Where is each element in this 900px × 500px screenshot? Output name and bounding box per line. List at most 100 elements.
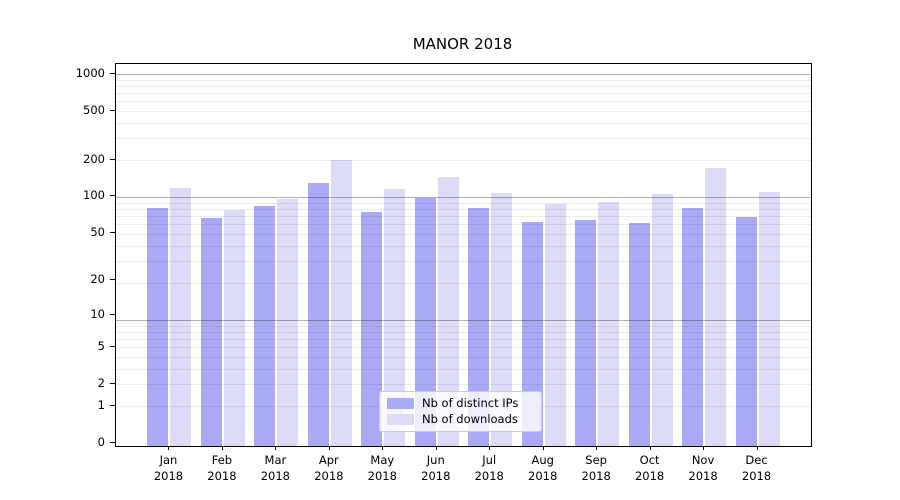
bar-downloads-may	[384, 189, 406, 446]
bar-distinct-ips-feb	[200, 217, 222, 446]
y-tick	[110, 72, 115, 74]
gridline-minor	[116, 245, 811, 247]
bar-distinct-ips-jan	[147, 207, 169, 446]
x-tick	[649, 446, 651, 450]
x-tick	[382, 446, 384, 450]
gridline-minor	[116, 216, 811, 218]
bar-downloads-jan	[170, 187, 192, 446]
y-tick	[110, 346, 115, 348]
y-tick-label: 10	[90, 306, 105, 321]
x-tick	[489, 446, 491, 450]
gridline-minor	[116, 234, 811, 236]
bar-distinct-ips-dec	[735, 216, 757, 446]
bar-distinct-ips-mar	[254, 205, 276, 446]
y-tick	[110, 109, 115, 111]
bar-distinct-ips-jul	[468, 208, 490, 446]
y-tick-label: 1	[97, 397, 105, 412]
x-tick-label-aug: Aug 2018	[528, 453, 558, 483]
gridline-minor	[116, 224, 811, 226]
gridline-minor	[116, 79, 811, 81]
gridline-minor	[116, 261, 811, 263]
y-tick	[110, 313, 115, 315]
y-tick	[110, 158, 115, 160]
y-tick-label: 200	[83, 151, 105, 166]
legend-item-downloads: Nb of downloads	[387, 413, 534, 426]
x-tick	[435, 446, 437, 450]
gridline-minor	[116, 347, 811, 349]
y-tick	[110, 404, 115, 406]
legend: Nb of distinct IPs Nb of downloads	[379, 391, 542, 432]
gridline-major	[116, 74, 811, 75]
gridline-minor	[116, 93, 811, 95]
bar-downloads-jul	[491, 193, 513, 446]
y-tick-label: 0	[97, 435, 105, 449]
y-tick-label: 5	[97, 339, 105, 354]
x-tick	[542, 446, 544, 450]
gridline-major	[116, 320, 811, 321]
y-tick	[110, 195, 115, 197]
x-tick-label-sep: Sep 2018	[581, 453, 611, 483]
bar-distinct-ips-may	[361, 211, 383, 446]
legend-item-distinct-ips: Nb of distinct IPs	[387, 397, 534, 410]
x-tick	[221, 446, 223, 450]
y-tick-label: 1000	[75, 65, 105, 80]
x-tick	[703, 446, 705, 450]
gridline-minor	[116, 331, 811, 333]
x-tick	[328, 446, 330, 450]
x-tick-label-may: May 2018	[367, 453, 397, 483]
gridline-minor	[116, 384, 811, 386]
y-tick-label: 50	[90, 224, 105, 239]
y-tick	[110, 383, 115, 385]
x-tick-label-apr: Apr 2018	[314, 453, 344, 483]
y-tick-label: 500	[83, 102, 105, 117]
x-tick-label-feb: Feb 2018	[207, 453, 237, 483]
gridline-minor	[116, 122, 811, 124]
gridline-minor	[116, 202, 811, 204]
x-tick-label-jul: Jul 2018	[474, 453, 504, 483]
gridline-minor	[116, 368, 811, 370]
x-tick-label-jan: Jan 2018	[153, 453, 184, 483]
y-tick-label: 20	[90, 272, 105, 287]
bar-distinct-ips-oct	[628, 223, 650, 446]
x-tick-label-jun: Jun 2018	[421, 453, 451, 483]
x-tick	[756, 446, 758, 450]
bar-downloads-nov	[705, 168, 727, 446]
bar-downloads-feb	[223, 210, 245, 446]
x-tick-label-mar: Mar 2018	[260, 453, 291, 483]
gridline-minor	[116, 111, 811, 113]
plot-area	[115, 63, 812, 447]
bar-distinct-ips-apr	[307, 182, 329, 446]
x-tick-label-nov: Nov 2018	[688, 453, 718, 483]
distinct-ips-swatch-icon	[387, 398, 414, 409]
bar-distinct-ips-nov	[682, 207, 704, 446]
gridline-minor	[116, 85, 811, 87]
gridline-minor	[116, 208, 811, 210]
gridline-minor	[116, 101, 811, 103]
gridline-major	[116, 197, 811, 198]
x-tick-label-oct: Oct 2018	[634, 453, 665, 483]
y-tick	[110, 231, 115, 233]
x-tick	[596, 446, 598, 450]
gridline-minor	[116, 357, 811, 359]
bar-distinct-ips-jun	[414, 197, 436, 446]
bar-downloads-aug	[544, 204, 566, 446]
legend-label-downloads: Nb of downloads	[422, 412, 518, 426]
downloads-swatch-icon	[387, 414, 414, 425]
gridline-minor	[116, 159, 811, 161]
gridline-minor	[116, 282, 811, 284]
bar-downloads-mar	[277, 198, 299, 446]
gridline-minor	[116, 325, 811, 327]
y-tick-label: 2	[97, 376, 105, 391]
x-tick-label-dec: Dec 2018	[741, 453, 772, 483]
bar-downloads-sep	[598, 202, 620, 446]
y-tick-label: 100	[83, 188, 105, 203]
legend-label-distinct-ips: Nb of distinct IPs	[422, 396, 519, 410]
gridline-minor	[116, 138, 811, 140]
bar-distinct-ips-sep	[575, 220, 597, 446]
bar-downloads-dec	[758, 191, 780, 446]
y-tick	[110, 279, 115, 281]
bar-downloads-apr	[330, 159, 352, 446]
bar-downloads-oct	[651, 194, 673, 446]
x-tick	[275, 446, 277, 450]
